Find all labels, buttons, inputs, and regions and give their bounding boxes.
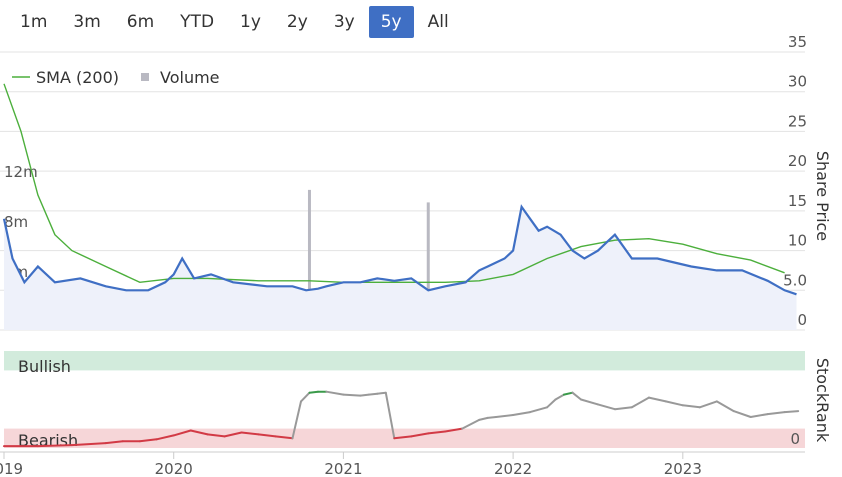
stockrank-segment [613,406,633,411]
stockrank-segment [325,390,345,396]
stockrank-segment [597,403,616,411]
stockrank-segment [630,396,650,409]
price-tick-label: 25 [788,112,807,130]
stockrank-segment [308,390,319,394]
range-button-1m[interactable]: 1m [20,12,48,32]
stockrank-segment [512,411,532,416]
volume-bar [426,202,430,330]
price-line [2,204,797,296]
stockrank-segment [783,410,800,414]
price-area [4,206,797,330]
range-button-2y[interactable]: 2y [286,12,308,32]
range-selector: 1m 3m 6m YTD 1y 2y 3y 5y All [8,6,463,38]
price-tick-label: 20 [788,152,807,170]
x-tick-label: 2023 [664,460,702,477]
stockrank-segment [486,416,498,419]
x-tick-label: 2022 [494,460,532,477]
stockrank-segment [223,431,243,438]
range-button-5y[interactable]: 5y [368,6,414,38]
stockrank-segment [478,416,489,421]
stockrank-segment [766,411,786,416]
stockrank-segment [70,442,107,447]
stockrank-segment [240,431,260,436]
bearish-band [4,428,805,448]
bearish-label: Bearish [18,431,78,450]
volume-tick-label: 8m [4,213,28,231]
price-tick-label: 30 [788,73,807,91]
stockrank-segment [647,396,667,403]
price-axis-title: Share Price [813,151,832,241]
bullish-label: Bullish [18,357,71,376]
price-tick-label: 35 [788,33,807,51]
legend-volume-swatch [141,73,149,81]
x-tick-label: 2019 [0,460,23,477]
range-button-6m[interactable]: 6m [126,12,155,32]
range-button-all[interactable]: All [427,12,449,32]
stockrank-segment [715,400,735,413]
stockrank-segment [342,393,362,397]
stockrank-segment [104,440,124,445]
stockrank-segment [554,393,565,401]
price-tick-label: 15 [788,192,807,210]
range-button-3m[interactable]: 3m [73,12,101,32]
stockrank-segment [410,432,430,438]
stockrank-segment [393,435,413,440]
stockrank-segment [155,434,175,441]
stockrank-segment [732,410,752,418]
legend-volume-label: Volume [160,68,220,87]
stockrank-segment [749,413,769,418]
sma-line [3,83,785,284]
volume-bar [307,189,311,330]
stockrank-segment [664,400,684,407]
stockrank-segment [427,430,447,435]
stockrank-segment [291,400,302,440]
stockrank-axis-title: StockRank [813,358,832,443]
stockrank-segment [36,444,73,448]
x-tick-label: 2021 [324,460,362,477]
range-button-ytd[interactable]: YTD [180,12,215,32]
stockrank-segment [580,398,599,406]
x-tick-label: 2020 [155,460,193,477]
stockrank-segment [444,427,464,433]
stockrank-segment [300,391,311,403]
range-button-3y[interactable]: 3y [333,12,355,32]
stockrank-segment [546,398,557,409]
stockrank-segment [681,404,701,409]
stockrank-segment [257,433,277,438]
range-button-1y[interactable]: 1y [240,12,261,32]
stockrank-segment [189,429,209,436]
stockrank-segment [172,429,192,437]
price-tick-label: 10 [788,232,807,250]
stockrank-segment [138,438,158,443]
stockrank-segment [529,406,549,414]
stockrank-segment [376,391,387,395]
bullish-band [4,351,805,371]
stockrank-segment [206,433,226,438]
stockrank-segment [571,391,582,401]
price-tick-label: 5.0 [783,271,807,289]
stockrank-segment [274,435,294,440]
stockrank-segment [495,414,515,418]
stockrank-segment [698,400,718,409]
stockrank-tick-label: 0 [790,430,800,448]
stockrank-segment [367,392,379,396]
legend-sma-label: SMA (200) [36,68,119,87]
stockrank-segment [563,391,574,396]
stockrank-segment [359,393,370,397]
stockrank-segment [384,391,396,440]
volume-tick-label: 12m [4,163,38,181]
stockrank-segment [461,418,481,430]
